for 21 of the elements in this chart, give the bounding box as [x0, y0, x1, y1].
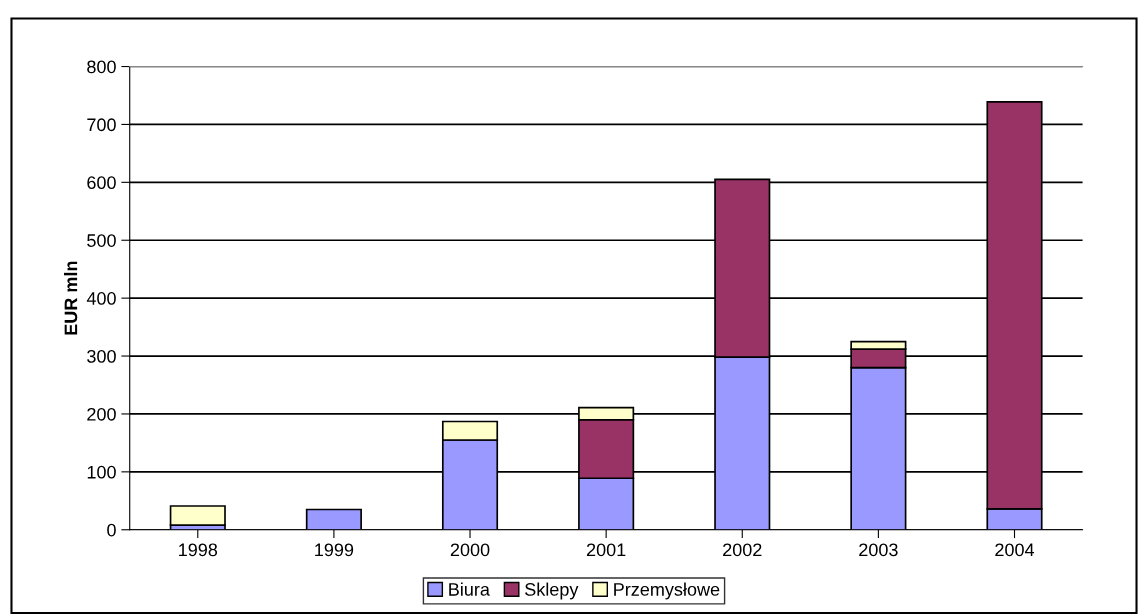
x-tick-label: 2002	[723, 543, 762, 557]
y-tick-label: 700	[87, 118, 116, 132]
legend-label: Przemysłowe	[614, 582, 720, 600]
bar	[169, 505, 226, 526]
x-tick-label: 1998	[179, 543, 218, 557]
x-tick-label: 1999	[315, 543, 354, 557]
x-tick-label: 2001	[586, 543, 626, 557]
x-tick-label: 2004	[995, 543, 1035, 557]
y-tick-label: 600	[87, 176, 116, 190]
y-tick-label: 200	[87, 407, 116, 421]
y-tick-label: 100	[87, 465, 116, 479]
legend-label: Biura	[449, 582, 490, 596]
y-tick-label: 800	[87, 60, 116, 74]
x-tick-label: 2003	[859, 543, 898, 557]
y-tick-label: 500	[87, 234, 116, 247]
y-axis-title: EUR mln	[64, 261, 78, 335]
x-tick-label: 2000	[450, 543, 490, 557]
y-tick-label: 0	[107, 523, 116, 537]
y-tick-label: 300	[87, 349, 116, 363]
legend-label: Sklepy	[525, 582, 579, 600]
y-tick-label: 400	[86, 292, 116, 305]
